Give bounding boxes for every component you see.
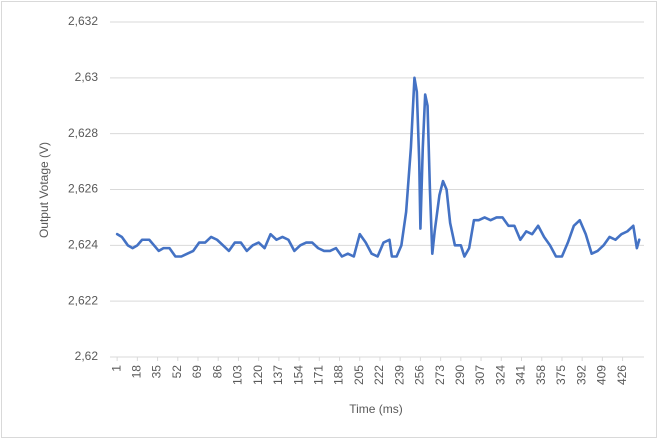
x-tick-label: 409 — [595, 365, 609, 385]
y-tick-label: 2,626 — [68, 182, 98, 196]
x-tick-label: 52 — [170, 365, 184, 379]
x-tick-label: 120 — [251, 365, 265, 385]
x-tick-label: 188 — [332, 365, 346, 385]
x-tick-label: 426 — [615, 365, 629, 385]
x-tick-label: 256 — [413, 365, 427, 385]
y-tick-label: 2,624 — [68, 238, 98, 252]
x-tick-label: 205 — [352, 365, 366, 385]
x-tick-label: 358 — [534, 365, 548, 385]
y-tick-label: 2,63 — [75, 70, 99, 84]
x-tick-label: 324 — [493, 365, 507, 385]
x-tick-label: 341 — [514, 365, 528, 385]
x-tick-label: 1 — [109, 365, 123, 372]
x-tick-label: 307 — [473, 365, 487, 385]
y-tick-label: 2,628 — [68, 126, 98, 140]
y-tick-label: 2,622 — [68, 293, 98, 307]
x-tick-label: 103 — [231, 365, 245, 385]
x-tick-label: 375 — [554, 365, 568, 385]
x-tick-label: 290 — [453, 365, 467, 385]
x-axis-title: Time (ms) — [349, 402, 403, 416]
x-tick-label: 35 — [150, 365, 164, 379]
x-tick-label: 154 — [291, 365, 305, 385]
data-line — [115, 76, 641, 258]
y-axis-title: Output Votage (V) — [37, 142, 51, 238]
x-tick-label: 86 — [210, 365, 224, 379]
y-tick-label: 2,62 — [75, 349, 99, 363]
x-tick-label: 273 — [433, 365, 447, 385]
x-tick-label: 392 — [574, 365, 588, 385]
x-tick-label: 69 — [190, 365, 204, 379]
x-tick-label: 171 — [311, 365, 325, 385]
x-tick-label: 137 — [271, 365, 285, 385]
x-tick-label: 239 — [392, 365, 406, 385]
x-tick-label: 18 — [130, 365, 144, 379]
y-tick-label: 2,632 — [68, 14, 98, 28]
x-tick-label: 222 — [372, 365, 386, 385]
